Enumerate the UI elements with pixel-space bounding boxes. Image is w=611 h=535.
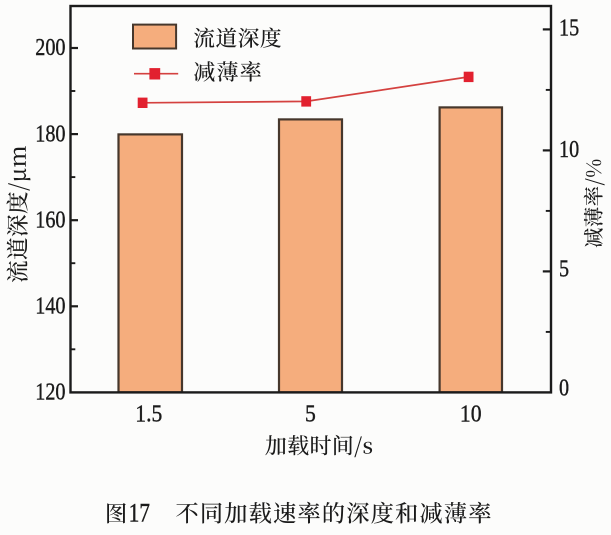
svg-text:180: 180 (35, 120, 65, 147)
svg-text:17: 17 (129, 500, 150, 529)
svg-text:10: 10 (460, 401, 482, 427)
svg-text:200: 200 (35, 34, 65, 61)
svg-text:160: 160 (35, 206, 65, 233)
svg-text:1.5: 1.5 (135, 401, 162, 427)
svg-text:140: 140 (35, 292, 65, 319)
svg-text:15: 15 (559, 14, 579, 41)
svg-text:0: 0 (559, 374, 569, 401)
svg-text:120: 120 (35, 378, 65, 405)
svg-text:10: 10 (559, 135, 579, 162)
svg-text:5: 5 (559, 255, 569, 282)
svg-text:5: 5 (305, 401, 316, 427)
